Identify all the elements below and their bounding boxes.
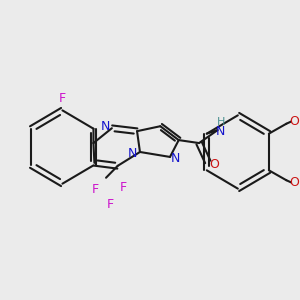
- Text: O: O: [289, 115, 299, 128]
- Text: F: F: [59, 92, 66, 105]
- Text: F: F: [92, 183, 99, 196]
- Text: N: N: [216, 125, 225, 138]
- Text: H: H: [217, 117, 226, 127]
- Text: N: N: [171, 152, 181, 165]
- Text: N: N: [100, 120, 110, 133]
- Text: O: O: [210, 158, 220, 171]
- Text: N: N: [128, 148, 137, 160]
- Text: F: F: [120, 181, 127, 194]
- Text: F: F: [106, 198, 113, 211]
- Text: O: O: [289, 176, 299, 189]
